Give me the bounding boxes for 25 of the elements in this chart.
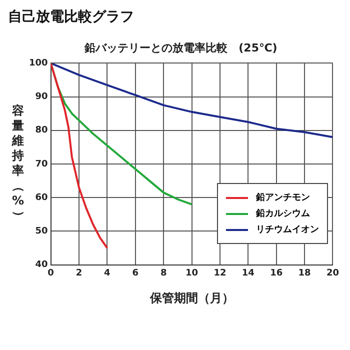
chart-title: 自己放電比較グラフ: [8, 8, 135, 26]
legend-label: 鉛アンチモン: [256, 192, 310, 204]
y-tick-label: 60: [35, 192, 48, 203]
y-axis-title: 容量維持率（%）: [11, 104, 26, 222]
y-tick-label: 50: [35, 226, 48, 237]
y-tick-label: 100: [28, 58, 48, 69]
y-tick-label: 90: [35, 92, 48, 102]
chart-subtitle: 鉛バッテリーとの放電率比較 (25℃): [84, 41, 278, 54]
x-tick-label: 0: [48, 268, 54, 279]
x-tick-label: 4: [104, 268, 110, 279]
x-tick-label: 20: [326, 268, 340, 279]
x-tick-label: 6: [132, 268, 139, 279]
x-tick-label: 14: [242, 268, 254, 279]
y-tick-label: 40: [35, 260, 48, 270]
x-tick-label: 16: [270, 268, 283, 279]
x-axis-title: 保管期間（月）: [148, 290, 234, 305]
x-tick-label: 18: [298, 268, 311, 279]
legend-label: 鉛カルシウム: [256, 208, 310, 220]
y-tick-label: 70: [35, 159, 48, 170]
x-tick-label: 8: [160, 268, 167, 279]
legend-label: リチウムイオン: [256, 224, 319, 236]
x-tick-label: 10: [185, 268, 198, 279]
x-tick-label: 2: [76, 268, 82, 279]
x-tick-label: 12: [214, 268, 226, 279]
y-tick-label: 80: [35, 126, 48, 136]
